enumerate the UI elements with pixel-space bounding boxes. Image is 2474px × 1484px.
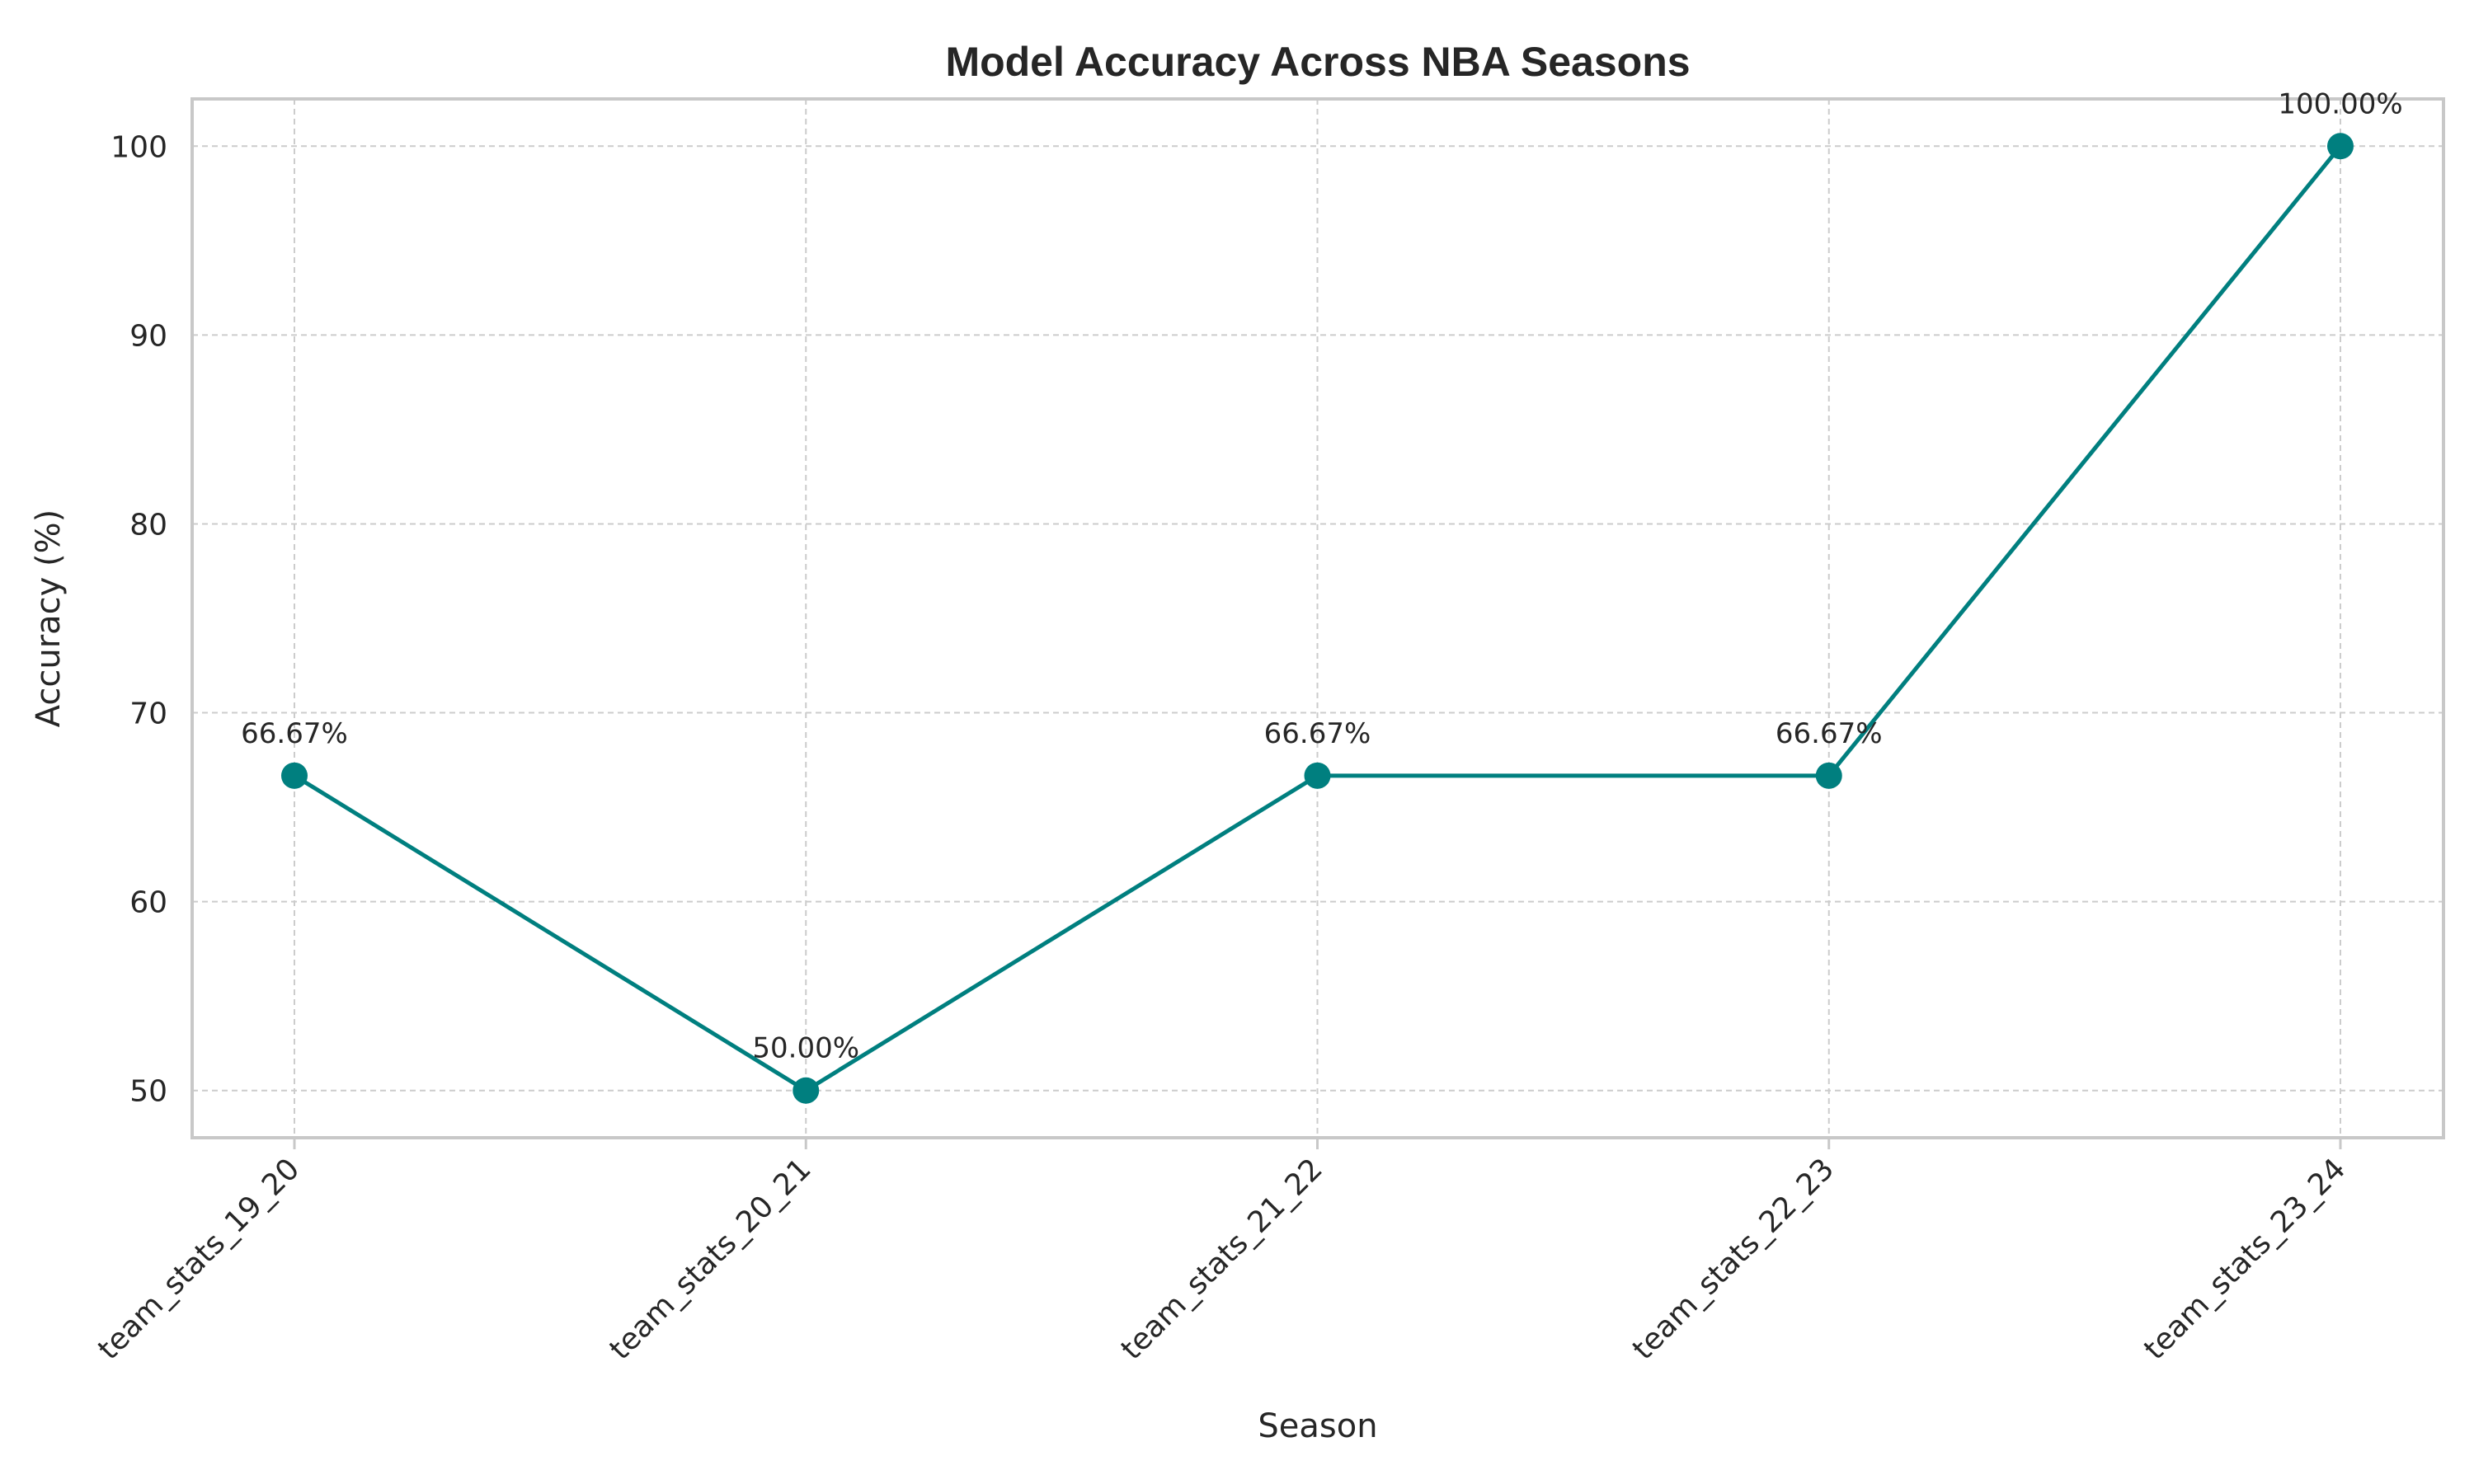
data-point	[1815, 762, 1842, 789]
data-label: 50.00%	[752, 1032, 859, 1065]
x-tick-label: team_stats_23_24	[2138, 1152, 2352, 1366]
data-point	[793, 1077, 820, 1104]
data-labels: 66.67% 50.00% 66.67% 66.67% 100.00%	[241, 87, 2402, 1064]
x-tick-label: team_stats_20_21	[604, 1152, 818, 1366]
data-label: 66.67%	[1264, 717, 1371, 750]
y-tick-label: 80	[129, 508, 167, 542]
x-tick-label: team_stats_19_20	[92, 1152, 306, 1366]
data-label: 66.67%	[1776, 717, 1883, 750]
y-tick-label: 90	[129, 319, 167, 353]
chart-title: Model Accuracy Across NBA Seasons	[945, 39, 1690, 85]
y-tick-label: 100	[111, 130, 167, 164]
data-point	[281, 762, 308, 789]
data-point	[2327, 133, 2354, 160]
y-tick-label: 50	[129, 1075, 167, 1109]
data-label: 66.67%	[241, 717, 348, 750]
y-axis-label: Accuracy (%)	[30, 510, 68, 728]
grid	[192, 99, 2443, 1138]
series	[281, 133, 2354, 1104]
data-label: 100.00%	[2278, 87, 2402, 120]
x-axis-ticks: team_stats_19_20 team_stats_20_21 team_sta…	[92, 1138, 2352, 1366]
y-axis-ticks: 50 60 70 80 90 100	[111, 130, 167, 1108]
data-point	[1304, 762, 1331, 789]
x-tick-label: team_stats_22_23	[1626, 1152, 1841, 1366]
y-tick-label: 70	[129, 697, 167, 731]
x-axis-label: Season	[1258, 1407, 1377, 1445]
y-tick-label: 60	[129, 886, 167, 920]
x-tick-label: team_stats_21_22	[1115, 1152, 1329, 1366]
